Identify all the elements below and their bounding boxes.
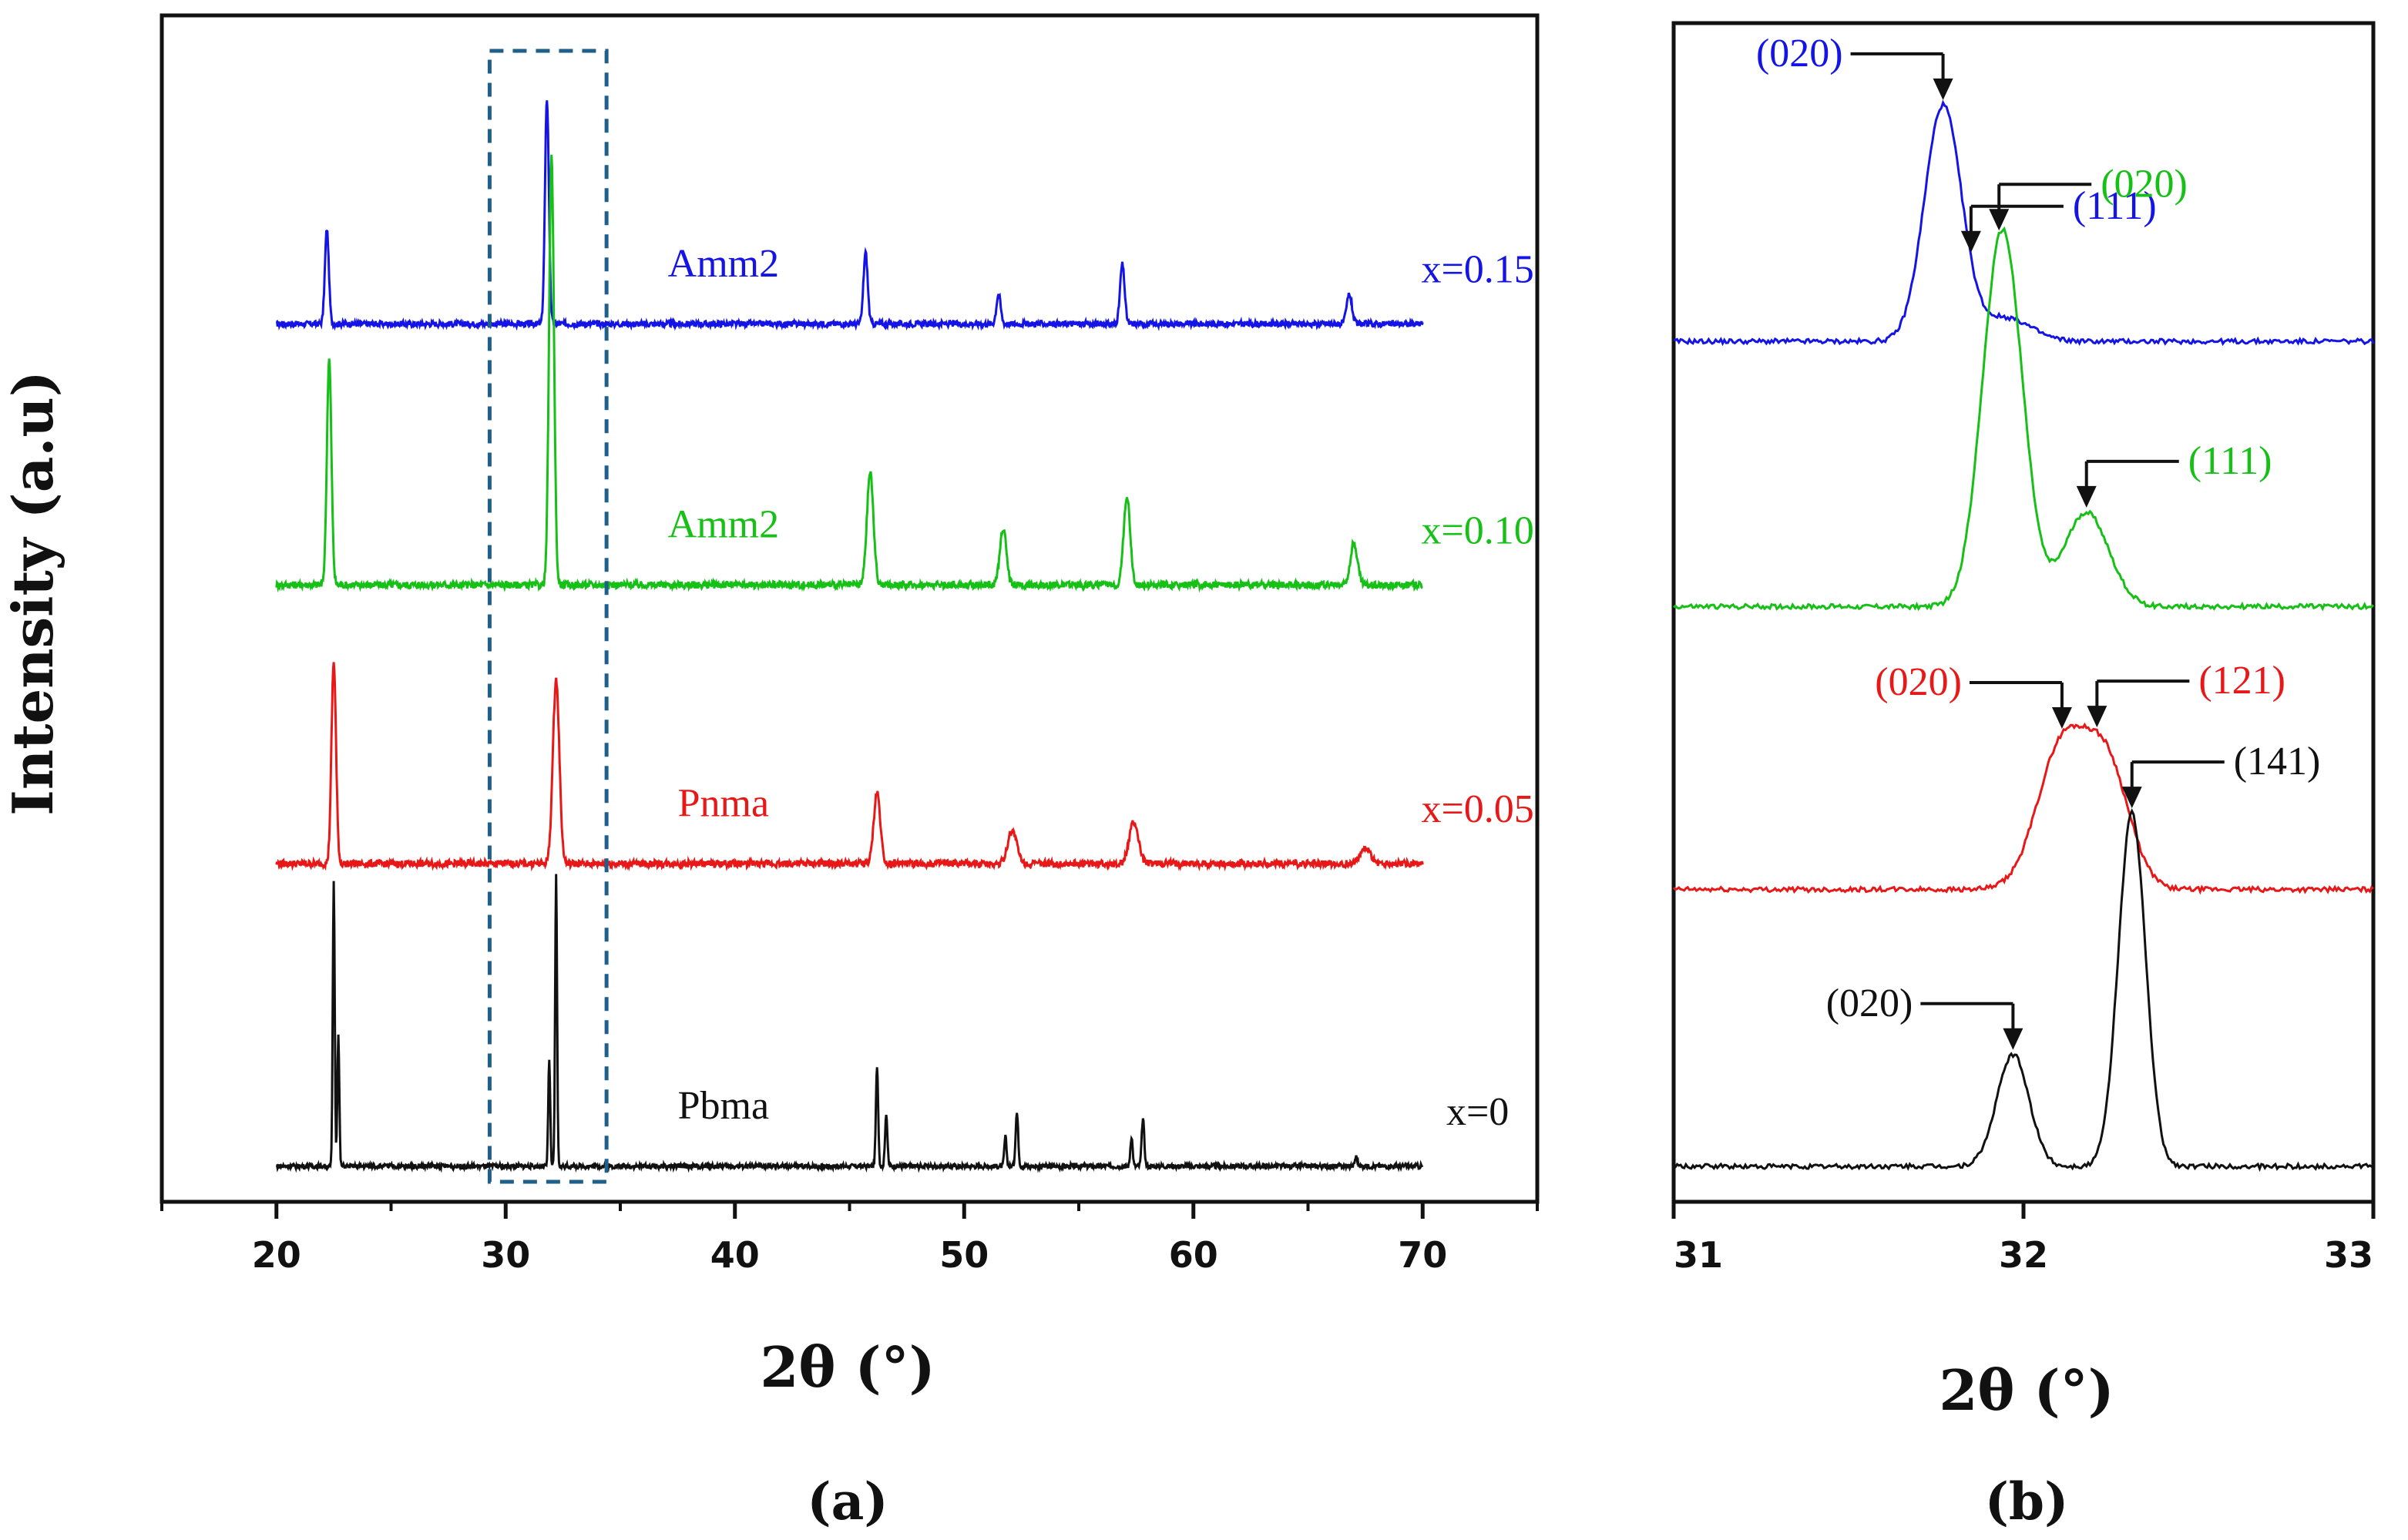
panel-b-frame xyxy=(1671,21,2376,1204)
panel-a-label: (a) xyxy=(807,1471,888,1532)
series-line-x=0.05 xyxy=(1672,722,2374,895)
reflection-marker: (111) xyxy=(2076,439,2272,508)
x-tick-label: 70 xyxy=(1398,1234,1447,1276)
hkl-label: (141) xyxy=(2234,740,2321,783)
panel-b-x-axis-title: 2θ (°) xyxy=(1939,1357,2114,1423)
series-line-x=0.15 xyxy=(276,100,1424,331)
series-line-x=0.05 xyxy=(275,662,1424,872)
panel-b-series: (020)(111)(020)(111)(020) (121)(020)(141) xyxy=(1672,32,2375,1173)
panel-a-series: Amm2 x=0.15 Amm2 x=0.10 Pnma x=0.05 Pbma x=0 xyxy=(275,100,1534,1173)
phase-label: Pbma xyxy=(678,1084,769,1128)
x-tick-label: 33 xyxy=(2324,1234,2373,1276)
reflection-marker: (121) xyxy=(2087,659,2285,728)
arrow-head xyxy=(2087,706,2107,728)
panel-b: 31 32 33 (020)(111)(020)(111)(020) (121)(02… xyxy=(1671,21,2376,1532)
phase-label: Amm2 xyxy=(668,242,779,286)
arrow-head xyxy=(2076,485,2097,508)
panel-a-x-axis-title: 2θ (°) xyxy=(760,1334,935,1400)
composition-label: x=0.10 xyxy=(1421,508,1533,552)
hkl-label: (020) xyxy=(1826,981,1913,1025)
series-line-x=0.10 xyxy=(275,154,1423,593)
reflection-marker: (141) xyxy=(2121,740,2321,809)
reflection-marker: (020) xyxy=(1756,32,1953,100)
arrow-head xyxy=(2121,787,2142,809)
phase-label: Amm2 xyxy=(668,503,779,547)
series-line-x=0.15 xyxy=(1673,99,2375,347)
composition-label: x=0.05 xyxy=(1421,787,1533,831)
reflection-marker: (111) xyxy=(1960,184,2157,253)
composition-label: x=0 xyxy=(1446,1090,1509,1134)
reflection-marker: (020) xyxy=(1989,162,2188,231)
arrow-head xyxy=(1989,209,2010,231)
reflection-marker: (020) xyxy=(1826,981,2023,1050)
arrow-head xyxy=(1933,78,1953,100)
highlight-box xyxy=(487,49,609,1184)
hkl-label: (020) xyxy=(2101,162,2188,206)
hkl-label: (111) xyxy=(2073,184,2157,228)
x-tick-label: 50 xyxy=(939,1234,989,1276)
series-line-x=0 xyxy=(276,874,1424,1173)
hkl-label: (121) xyxy=(2198,659,2285,703)
composition-label: x=0.15 xyxy=(1421,248,1533,292)
x-tick-label: 30 xyxy=(481,1234,530,1276)
series-line-x=0.10 xyxy=(1673,226,2375,612)
hkl-label: (111) xyxy=(2188,439,2272,483)
x-tick-label: 20 xyxy=(252,1234,301,1276)
x-tick-label: 31 xyxy=(1674,1234,1723,1276)
x-tick-label: 32 xyxy=(1999,1234,2048,1276)
arrow-head xyxy=(2051,706,2072,729)
panel-a: 20 30 40 50 60 70 Amm2 x=0.15 Amm2 x=0.10 Pnma x=0… xyxy=(160,13,1540,1532)
arrow-head xyxy=(2003,1028,2023,1050)
y-axis-title: Intensity (a.u) xyxy=(0,371,65,816)
panel-a-x-ticks: 20 30 40 50 60 70 xyxy=(160,1202,1539,1276)
x-tick-label: 60 xyxy=(1169,1234,1218,1276)
hkl-label: (020) xyxy=(1875,660,1962,704)
hkl-label: (020) xyxy=(1756,32,1843,75)
panel-b-label: (b) xyxy=(1985,1471,2069,1532)
panel-a-frame xyxy=(160,13,1540,1204)
panel-b-x-ticks: 31 32 33 xyxy=(1671,1202,2376,1276)
x-tick-label: 40 xyxy=(710,1234,760,1276)
arrow-head xyxy=(1960,230,1981,253)
phase-label: Pnma xyxy=(678,782,769,826)
reflection-marker: (020) xyxy=(1875,660,2072,729)
series-line-x=0 xyxy=(1673,808,2374,1173)
